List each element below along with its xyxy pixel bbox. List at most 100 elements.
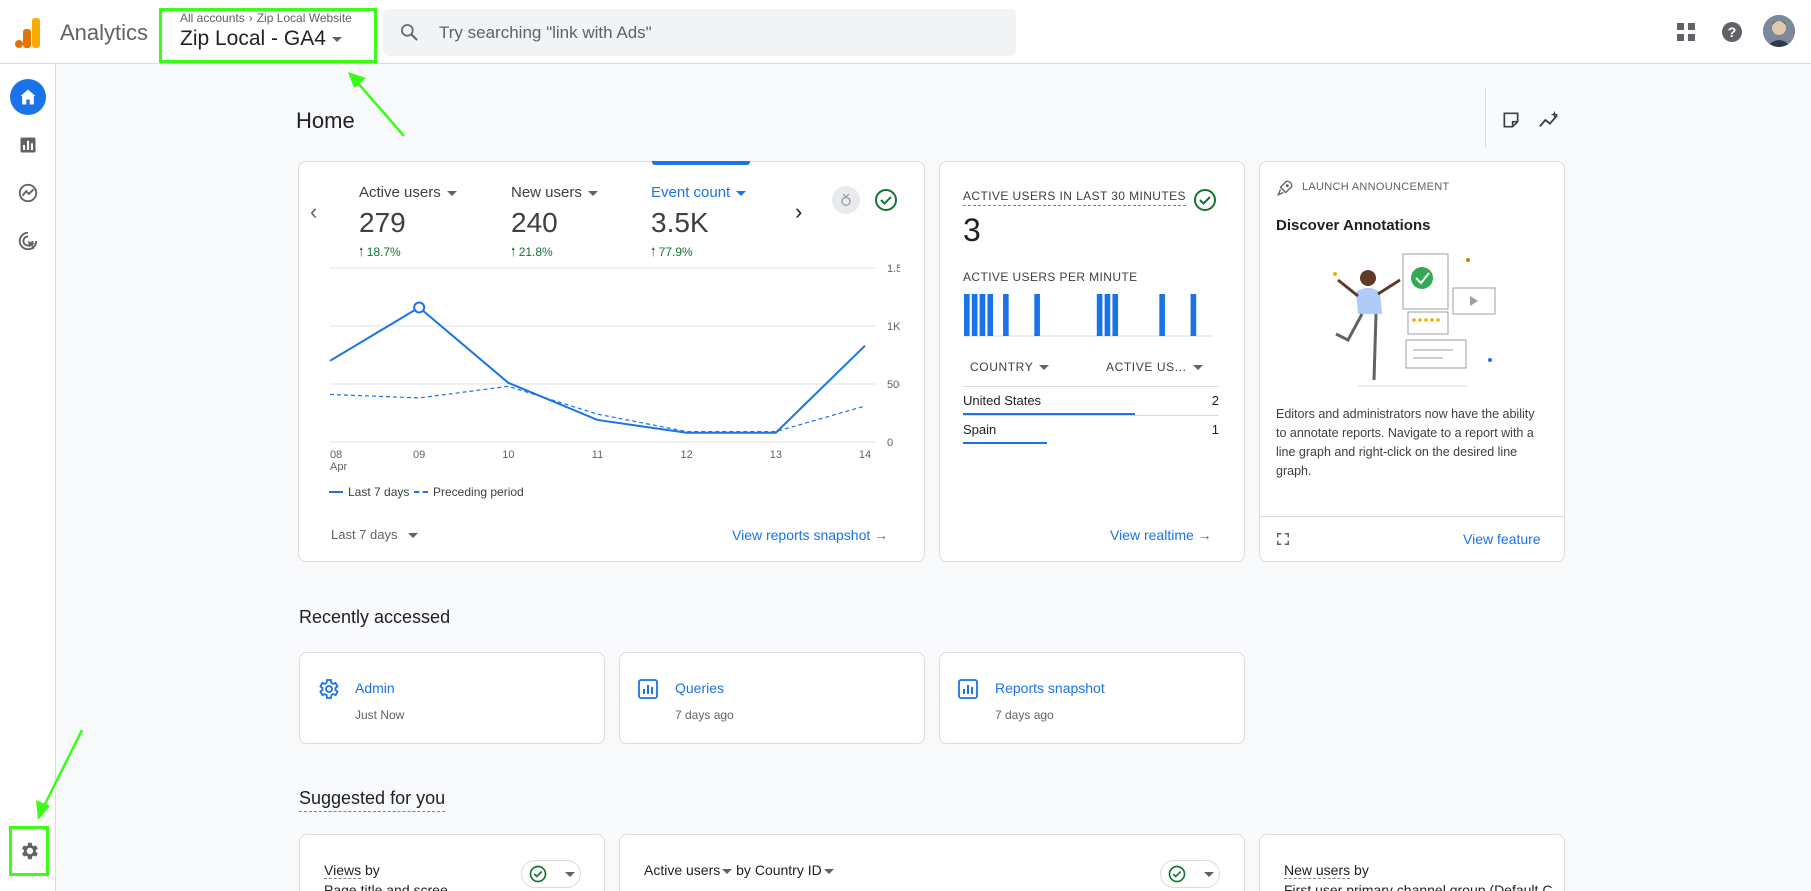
search-input[interactable] [439,9,999,56]
page-title: Home [296,108,355,133]
view-reports-snapshot-label: View reports snapshot [732,527,871,543]
suggested-card-new-users[interactable]: New users by First user primary channel … [1259,834,1565,891]
page-actions [1485,88,1565,148]
y-tick-label: 500 [887,379,900,391]
up-arrow-icon: 🠑 [359,245,364,259]
realtime-check-status-icon[interactable] [1191,186,1219,214]
expand-icon[interactable] [1276,532,1290,546]
property-selector[interactable]: Zip Local - GA4 [180,27,342,51]
view-feature-link[interactable]: View feature [1463,531,1541,547]
metrics-line-chart: 1.5K 1K 500 0 08 09 10 11 12 13 14 Apr [329,263,900,472]
column-header-country[interactable]: COUNTRY [970,360,1050,374]
minute-bar [1096,294,1103,336]
x-tick-label: 13 [770,449,782,461]
view-realtime-link[interactable]: View realtime → [1110,527,1212,543]
suggested-status-pill[interactable] [1160,860,1220,888]
nav-advertising[interactable] [10,223,46,259]
metric-delta: 18.7% [366,245,401,259]
legend-label-previous: Preceding period [433,485,524,499]
column-header-active-users-label: ACTIVE US... [1106,360,1187,374]
recent-item-queries[interactable]: Queries 7 days ago [619,652,925,744]
nav-home[interactable] [10,79,46,115]
metric-new-users[interactable]: New users 240 🠑 21.8% [511,184,598,264]
check-status-icon [1168,865,1186,883]
suggested-card-active-users[interactable]: Active users by Country ID [619,834,1245,891]
avatar[interactable] [1763,15,1795,47]
suggested-metric: New users [1284,862,1351,879]
row-country: Spain [963,422,997,437]
per-minute-bar-chart [963,294,1213,337]
x-tick-label: 09 [413,449,425,461]
top-app-bar: Analytics All accounts › Zip Local Website… [0,0,1811,64]
search-bar[interactable] [383,9,1016,56]
metrics-next-chevron-icon[interactable]: › [795,199,803,224]
breadcrumb-account[interactable]: All accounts [180,11,245,25]
metric-dropdown-icon [736,190,747,196]
left-nav-rail [0,64,56,891]
breadcrumb[interactable]: All accounts › Zip Local Website [180,11,352,25]
x-tick-label: 14 [859,449,871,461]
view-reports-snapshot-link[interactable]: View reports snapshot → [732,527,888,543]
metric-active-users[interactable]: Active users 279 🠑 18.7% [359,184,457,264]
admin-settings-button[interactable] [9,826,49,876]
view-realtime-label: View realtime [1110,527,1194,543]
launch-divider [1259,516,1564,517]
launch-kicker: LAUNCH ANNOUNCEMENT [1302,181,1450,193]
insights-icon[interactable] [1538,110,1560,130]
arrow-right-icon: → [1197,527,1212,543]
apps-grid-icon[interactable] [1674,20,1698,44]
x-tick-label: 10 [502,449,514,461]
per-minute-label: ACTIVE USERS PER MINUTE [963,270,1138,284]
suggested-card-views[interactable]: Views by Page title and scree [299,834,605,891]
table-row: Spain 1 [963,422,1219,437]
minute-bar [1034,294,1040,336]
metric-dropdown-icon [446,190,457,196]
check-status-icon[interactable] [872,186,900,214]
suggested-by: by [1350,862,1369,878]
breadcrumb-chevron-icon: › [248,11,253,25]
metric-delta: 21.8% [518,245,553,259]
recent-item-reports-snapshot[interactable]: Reports snapshot 7 days ago [939,652,1245,744]
gear-icon [319,679,339,699]
help-icon[interactable]: ? [1720,20,1744,44]
realtime-value: 3 [963,212,981,248]
breadcrumb-property[interactable]: Zip Local Website [256,11,352,25]
recent-item-admin[interactable]: Admin Just Now [299,652,605,744]
date-range-dropdown[interactable]: Last 7 days [331,527,418,542]
arrow-right-icon: → [874,527,889,543]
y-tick-label: 1K [887,321,900,333]
metric-label: New users [511,184,582,201]
suggested-by: by [732,862,755,878]
metric-label: Active users [359,184,441,201]
analytics-logo-icon [15,18,40,48]
nav-reports[interactable] [10,127,46,163]
metric-value: 3.5K [651,207,709,238]
realtime-card [939,161,1245,562]
suggested-dimension: Country ID [754,862,822,878]
check-status-icon [529,865,547,883]
row-value: 2 [1211,393,1219,408]
suggested-status-pill[interactable] [521,860,581,888]
column-header-active-users[interactable]: ACTIVE US... [1106,360,1203,374]
report-icon [638,679,658,699]
legend-current: Last 7 days [329,485,409,499]
annotation-note-icon[interactable] [1501,110,1521,130]
metrics-overview-card [298,161,925,562]
pill-dropdown-icon [1204,872,1214,877]
gear-icon [22,842,38,860]
metrics-prev-chevron-icon[interactable]: ‹ [310,199,318,224]
nav-explore[interactable] [10,175,46,211]
metric-dropdown-icon [722,868,733,874]
suggested-dimension: Page title and scree [324,882,448,891]
row-share-bar [963,413,1135,415]
table-divider [963,415,1219,416]
reports-icon [20,137,36,153]
date-range-dropdown-icon [407,533,418,539]
property-name: Zip Local - GA4 [180,27,326,50]
suggested-metric: Active users [644,862,721,878]
row-value: 1 [1211,422,1219,437]
suggested-by: by [361,862,380,878]
metric-event-count[interactable]: Event count 3.5K 🠑 77.9% [651,184,747,264]
insights-badge-icon[interactable] [832,186,860,214]
recent-item-name: Admin [355,680,395,696]
